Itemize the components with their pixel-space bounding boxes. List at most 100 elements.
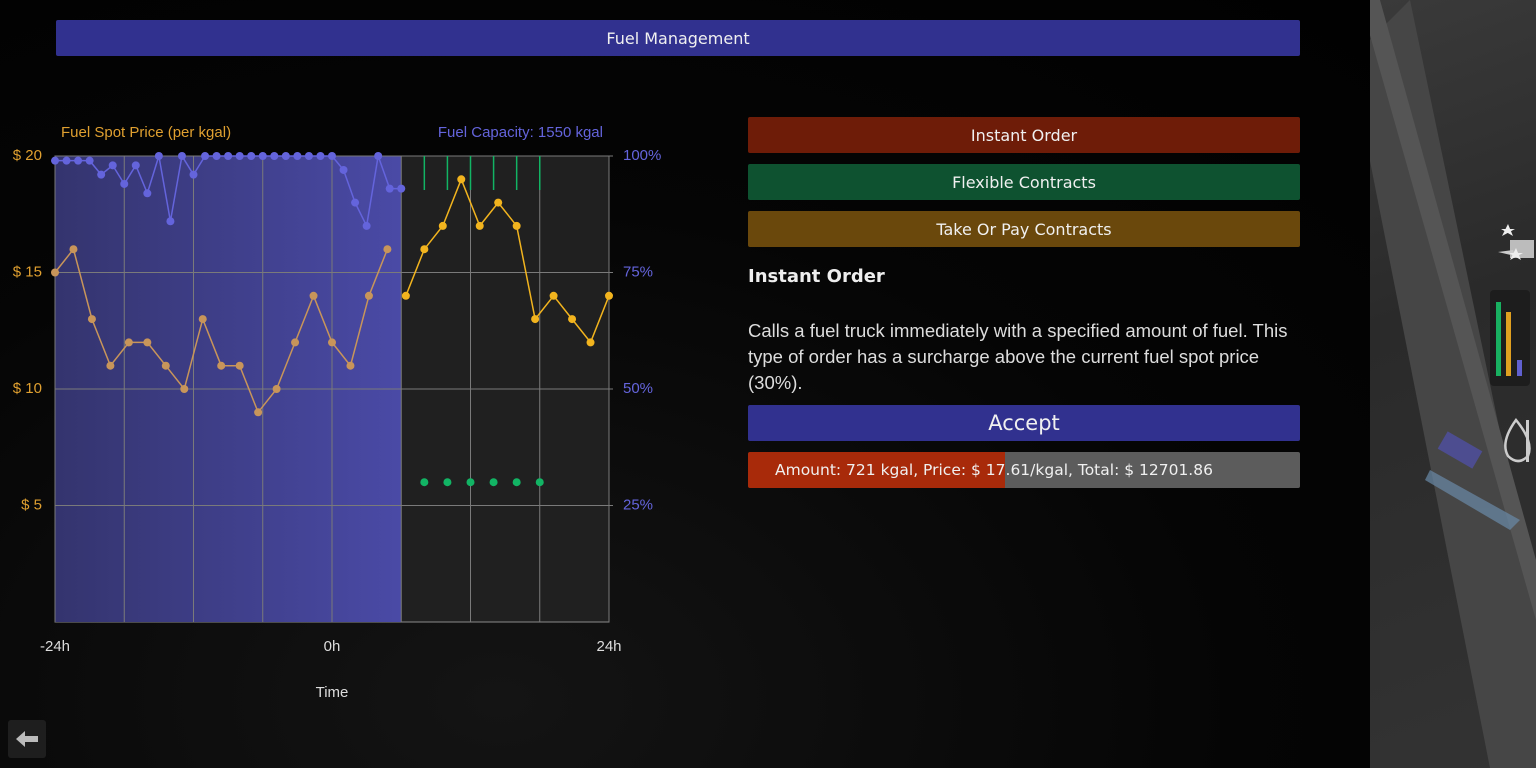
- tab-button[interactable]: Instant Order: [748, 117, 1300, 153]
- data-point: [339, 165, 348, 174]
- data-point: [351, 198, 360, 207]
- y2-tick-label: 100%: [623, 147, 661, 164]
- data-point: [198, 315, 207, 324]
- data-point: [120, 179, 129, 188]
- data-point: [535, 478, 544, 487]
- data-point: [85, 156, 94, 165]
- data-point: [475, 221, 484, 230]
- data-point: [383, 245, 392, 254]
- title-bar: Fuel Management: [56, 20, 1300, 56]
- data-point: [489, 478, 498, 487]
- data-point: [309, 291, 318, 300]
- accept-label: Accept: [988, 411, 1060, 435]
- amount-slider[interactable]: Amount: 721 kgal, Price: $ 17.61/kgal, T…: [748, 452, 1300, 488]
- data-point: [549, 291, 558, 300]
- tab-label: Take Or Pay Contracts: [936, 219, 1112, 239]
- data-point: [51, 268, 59, 277]
- data-point: [443, 478, 452, 487]
- accept-button[interactable]: Accept: [748, 405, 1300, 441]
- data-point: [124, 338, 133, 347]
- y-tick-label: $ 5: [21, 496, 42, 513]
- y-tick-label: $ 10: [13, 380, 42, 397]
- data-point: [362, 221, 371, 230]
- data-point: [420, 478, 429, 487]
- data-point: [87, 315, 96, 324]
- data-point: [397, 184, 406, 193]
- y2-tick-label: 25%: [623, 496, 653, 513]
- data-point: [401, 291, 410, 300]
- data-point: [235, 152, 244, 160]
- data-point: [166, 217, 175, 226]
- back-button[interactable]: [8, 720, 46, 758]
- data-point: [217, 361, 226, 370]
- data-point: [328, 152, 336, 160]
- data-point: [51, 156, 59, 165]
- data-point: [457, 175, 466, 184]
- data-point: [254, 408, 263, 417]
- tab-label: Instant Order: [970, 125, 1078, 145]
- data-point: [512, 221, 521, 230]
- data-point: [143, 189, 152, 198]
- tab-button[interactable]: Take Or Pay Contracts: [748, 211, 1300, 247]
- data-point: [154, 152, 163, 160]
- data-point: [281, 152, 290, 160]
- series-line: [405, 177, 610, 344]
- data-point: [568, 315, 577, 324]
- data-point: [235, 361, 244, 370]
- y-tick-label: $ 20: [13, 147, 42, 164]
- data-point: [258, 152, 267, 160]
- map-view: [1370, 0, 1536, 768]
- data-point: [272, 385, 281, 393]
- data-point: [304, 152, 313, 160]
- y2-axis-label: Fuel Capacity: 1550 kgal: [438, 124, 603, 141]
- data-point: [247, 152, 256, 160]
- data-point: [374, 152, 383, 160]
- data-point: [143, 338, 152, 347]
- data-point: [385, 184, 394, 193]
- y-axis-label: Fuel Spot Price (per kgal): [61, 124, 231, 141]
- data-point: [346, 361, 355, 370]
- data-point: [97, 170, 106, 179]
- data-point: [512, 478, 521, 487]
- chart: Fuel Spot Price (per kgal) Fuel Capacity…: [13, 124, 662, 701]
- data-point: [494, 198, 503, 207]
- data-point: [316, 152, 325, 160]
- data-point: [438, 221, 447, 230]
- y-tick-label: $ 15: [13, 263, 42, 280]
- order-summary: Amount: 721 kgal, Price: $ 17.61/kgal, T…: [775, 461, 1213, 479]
- data-point: [293, 152, 302, 160]
- detail-description: Calls a fuel truck immediately with a sp…: [748, 320, 1288, 393]
- data-point: [177, 152, 186, 160]
- x-axis-label: Time: [316, 684, 349, 701]
- data-point: [212, 152, 221, 160]
- data-point: [180, 385, 189, 393]
- data-point: [69, 245, 78, 254]
- x-tick-label: -24h: [40, 638, 70, 655]
- map-art: [1370, 0, 1536, 768]
- data-point: [74, 156, 83, 165]
- tab-label: Flexible Contracts: [952, 172, 1096, 192]
- x-tick-label: 24h: [596, 638, 621, 655]
- data-point: [270, 152, 279, 160]
- data-point: [189, 170, 198, 179]
- y2-tick-label: 75%: [623, 263, 653, 280]
- data-point: [466, 478, 475, 487]
- data-point: [605, 291, 613, 300]
- data-point: [201, 152, 210, 160]
- data-point: [131, 161, 140, 170]
- data-point: [531, 315, 540, 324]
- data-point: [106, 361, 115, 370]
- data-point: [364, 291, 373, 300]
- y2-tick-label: 50%: [623, 380, 653, 397]
- data-point: [586, 338, 595, 347]
- data-point: [224, 152, 233, 160]
- x-tick-label: 0h: [324, 638, 341, 655]
- detail-title: Instant Order: [748, 266, 885, 287]
- tab-button[interactable]: Flexible Contracts: [748, 164, 1300, 200]
- data-point: [161, 361, 170, 370]
- page-title: Fuel Management: [606, 28, 750, 48]
- data-point: [420, 245, 429, 254]
- data-point: [328, 338, 336, 347]
- data-point: [108, 161, 117, 170]
